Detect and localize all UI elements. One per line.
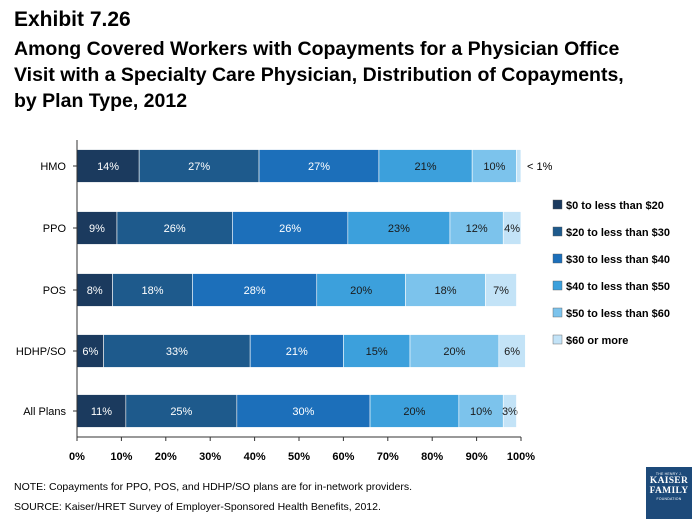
bar-segment — [138, 149, 260, 183]
x-tick-label: 40% — [244, 451, 266, 463]
legend-label: $30 to less than $40 — [566, 254, 670, 266]
data-label: 4% — [504, 223, 520, 235]
chart-title-line: Visit with a Specialty Care Physician, D… — [14, 64, 624, 86]
bar-segment — [76, 334, 104, 368]
bar-segment — [316, 273, 406, 307]
category-label: All Plans — [23, 406, 66, 418]
bar-segment — [378, 149, 473, 183]
data-label: 27% — [188, 161, 210, 173]
data-label: 20% — [443, 346, 465, 358]
x-tick-label: 50% — [288, 451, 310, 463]
category-label: POS — [43, 285, 66, 297]
legend-label: $60 or more — [566, 335, 628, 347]
bar-segment — [258, 149, 380, 183]
legend-label: $20 to less than $30 — [566, 227, 670, 239]
bar-segment — [232, 211, 349, 245]
bar-segment — [249, 334, 344, 368]
bar-segment — [343, 334, 411, 368]
category-label: PPO — [43, 223, 67, 235]
exhibit-number: Exhibit 7.26 — [14, 8, 131, 31]
data-label: 27% — [308, 161, 330, 173]
data-label: 9% — [89, 223, 105, 235]
x-tick-label: 20% — [155, 451, 177, 463]
data-label: 7% — [493, 285, 509, 297]
legend-swatch — [552, 334, 563, 345]
data-label: 20% — [350, 285, 372, 297]
legend-swatch — [552, 280, 563, 291]
bar-segment — [471, 149, 517, 183]
category-label: HDHP/SO — [16, 346, 67, 358]
logo-line: KAISER — [649, 476, 689, 486]
bar-segment — [516, 149, 522, 183]
x-tick-label: 60% — [332, 451, 354, 463]
x-tick-label: 100% — [507, 451, 535, 463]
legend-swatch — [552, 199, 563, 210]
chart-title-line: Among Covered Workers with Copayments fo… — [14, 38, 620, 60]
logo-bottom-line: FOUNDATION — [656, 497, 682, 501]
data-label: 33% — [166, 346, 188, 358]
x-tick-label: 90% — [466, 451, 488, 463]
legend-label: $0 to less than $20 — [566, 200, 664, 212]
bar-segment — [485, 273, 517, 307]
legend-label: $40 to less than $50 — [566, 281, 670, 293]
x-tick-label: 30% — [199, 451, 221, 463]
legend-label: $50 to less than $60 — [566, 308, 670, 320]
data-label: 3% — [502, 406, 518, 418]
data-label: 26% — [279, 223, 301, 235]
annotation-label: < 1% — [527, 161, 553, 173]
data-label: 21% — [286, 346, 308, 358]
data-label: 28% — [244, 285, 266, 297]
logo-line: FAMILY — [649, 486, 689, 496]
data-label: 8% — [87, 285, 103, 297]
data-label: 18% — [435, 285, 457, 297]
data-label: 6% — [504, 346, 520, 358]
data-label: 23% — [388, 223, 410, 235]
data-label: 30% — [292, 406, 314, 418]
x-tick-label: 10% — [110, 451, 132, 463]
data-label: 25% — [170, 406, 192, 418]
legend-swatch — [552, 226, 563, 237]
data-label: 11% — [91, 406, 112, 418]
x-tick-label: 0% — [69, 451, 85, 463]
footnote: NOTE: Copayments for PPO, POS, and HDHP/… — [14, 481, 412, 493]
source-note: SOURCE: Kaiser/HRET Survey of Employer-S… — [14, 501, 381, 513]
x-tick-label: 70% — [377, 451, 399, 463]
bar-segment — [76, 273, 113, 307]
data-label: 20% — [403, 406, 425, 418]
bar-segment — [103, 334, 251, 368]
data-label: 21% — [415, 161, 437, 173]
chart-title-line: by Plan Type, 2012 — [14, 90, 188, 112]
data-label: 26% — [164, 223, 186, 235]
chart-title: Among Covered Workers with Copayments fo… — [14, 36, 694, 114]
data-label: 15% — [366, 346, 388, 358]
legend-swatch — [552, 253, 563, 264]
data-label: 10% — [483, 161, 505, 173]
data-label: 12% — [466, 223, 488, 235]
legend-swatch — [552, 307, 563, 318]
logo-top-line: THE HENRY J. — [655, 472, 683, 476]
data-label: 14% — [97, 161, 119, 173]
kff-logo: THE HENRY J. KAISER FAMILY FOUNDATION — [646, 467, 692, 519]
data-label: 10% — [470, 406, 492, 418]
x-tick-label: 80% — [421, 451, 443, 463]
bar-segment — [125, 394, 238, 428]
data-label: 6% — [82, 346, 98, 358]
category-label: HMO — [40, 161, 66, 173]
data-label: 18% — [141, 285, 163, 297]
